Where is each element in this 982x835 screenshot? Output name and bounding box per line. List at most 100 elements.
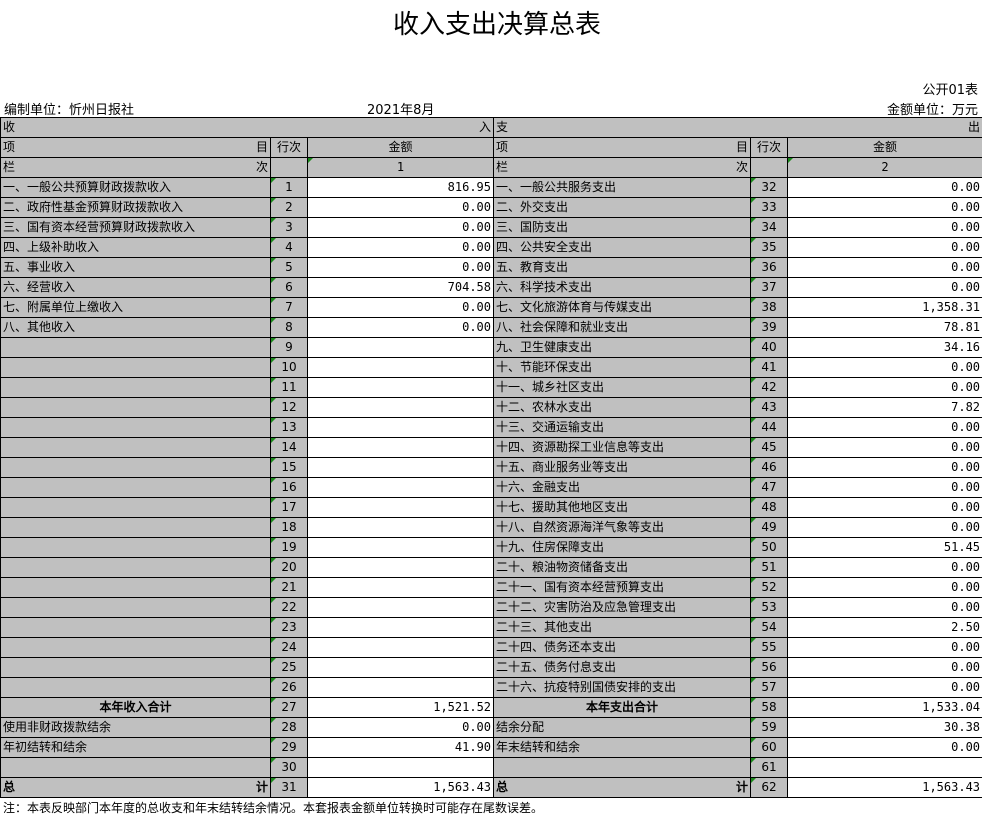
- amount-cell[interactable]: 0.00: [787, 277, 982, 298]
- amount-cell[interactable]: 0.00: [787, 497, 982, 518]
- table-row: 13 十三、交通运输支出 44 0.00: [0, 417, 982, 438]
- table-row: 19 十九、住房保障支出 50 51.45: [0, 537, 982, 558]
- item-label: [0, 457, 271, 478]
- table-row: 16 十六、金融支出 47 0.00: [0, 477, 982, 498]
- amount-cell[interactable]: 0.00: [787, 377, 982, 398]
- amount-cell[interactable]: [306, 557, 495, 578]
- item-label: 二十四、债务还本支出: [493, 637, 752, 658]
- row-number: 3: [270, 217, 308, 238]
- item-label: 十三、交通运输支出: [493, 417, 752, 438]
- amount-cell[interactable]: [787, 757, 982, 778]
- amount-cell[interactable]: [306, 437, 495, 458]
- amount-cell[interactable]: [306, 337, 495, 358]
- amount-cell[interactable]: 0.00: [787, 637, 982, 658]
- row-number: 8: [270, 317, 308, 338]
- amount-cell[interactable]: 0.00: [787, 217, 982, 238]
- amount-cell[interactable]: [306, 577, 495, 598]
- amount-cell[interactable]: 1,533.04: [787, 697, 982, 718]
- item-header: 项目: [0, 137, 271, 158]
- amount-cell[interactable]: [306, 457, 495, 478]
- item-label-left: 项: [496, 140, 509, 154]
- amount-cell[interactable]: [306, 757, 495, 778]
- amount-cell[interactable]: 0.00: [787, 557, 982, 578]
- row-number: 62: [750, 777, 789, 798]
- amount-cell[interactable]: 0.00: [787, 257, 982, 278]
- amount-cell[interactable]: [306, 397, 495, 418]
- amount-cell[interactable]: 704.58: [306, 277, 495, 298]
- item-label: 十七、援助其他地区支出: [493, 497, 752, 518]
- amount-cell[interactable]: 0.00: [787, 417, 982, 438]
- amount-cell[interactable]: 0.00: [787, 577, 982, 598]
- item-label: 十八、自然资源海洋气象等支出: [493, 517, 752, 538]
- item-label-right: 目: [255, 140, 268, 154]
- amount-cell[interactable]: 0.00: [306, 717, 495, 738]
- amount-cell[interactable]: [306, 377, 495, 398]
- amount-cell[interactable]: 0.00: [787, 677, 982, 698]
- row-number: 51: [750, 557, 789, 578]
- amount-cell[interactable]: 0.00: [306, 237, 495, 258]
- item-label: 使用非财政拨款结余: [0, 717, 271, 738]
- item-label: [0, 357, 271, 378]
- amount-cell[interactable]: [306, 417, 495, 438]
- amount-cell[interactable]: [306, 357, 495, 378]
- amount-cell[interactable]: 0.00: [306, 297, 495, 318]
- row-number: 45: [750, 437, 789, 458]
- col-label-left: 栏: [496, 160, 509, 174]
- table-row: 六、经营收入 6 704.58 六、科学技术支出 37 0.00: [0, 277, 982, 298]
- amount-cell[interactable]: 0.00: [787, 517, 982, 538]
- amount-cell[interactable]: [306, 617, 495, 638]
- column-index-row: 栏次 1 栏次 2: [0, 157, 982, 178]
- income-label-right: 入: [479, 120, 492, 134]
- amount-cell[interactable]: 0.00: [306, 197, 495, 218]
- row-number: 20: [270, 557, 308, 578]
- amount-cell[interactable]: [306, 537, 495, 558]
- amount-cell[interactable]: 34.16: [787, 337, 982, 358]
- amount-cell[interactable]: 0.00: [787, 237, 982, 258]
- amount-cell[interactable]: 2.50: [787, 617, 982, 638]
- amount-header: 金额: [787, 137, 982, 158]
- subtotal-label: 本年支出合计: [493, 697, 752, 718]
- amount-cell[interactable]: [306, 677, 495, 698]
- column-index-1: 1: [306, 157, 495, 178]
- amount-cell[interactable]: 41.90: [306, 737, 495, 758]
- row-number: 1: [270, 177, 308, 198]
- section-header-row: 收入 支出: [0, 117, 982, 138]
- amount-cell[interactable]: 0.00: [787, 477, 982, 498]
- amount-cell[interactable]: [306, 637, 495, 658]
- expense-label-right: 出: [968, 120, 981, 134]
- amount-cell[interactable]: [306, 477, 495, 498]
- amount-cell[interactable]: 1,358.31: [787, 297, 982, 318]
- amount-cell[interactable]: 7.82: [787, 397, 982, 418]
- expense-label-left: 支: [496, 120, 509, 134]
- amount-cell[interactable]: [306, 497, 495, 518]
- amount-cell[interactable]: 0.00: [787, 177, 982, 198]
- column-index-label: 栏次: [0, 157, 271, 178]
- amount-cell[interactable]: [306, 597, 495, 618]
- amount-cell[interactable]: 0.00: [787, 357, 982, 378]
- amount-cell[interactable]: 0.00: [787, 597, 982, 618]
- amount-cell[interactable]: [306, 657, 495, 678]
- amount-cell[interactable]: [306, 517, 495, 538]
- amount-cell[interactable]: 0.00: [306, 317, 495, 338]
- amount-cell[interactable]: 0.00: [787, 197, 982, 218]
- amount-cell[interactable]: 78.81: [787, 317, 982, 338]
- item-label: 二、政府性基金预算财政拨款收入: [0, 197, 271, 218]
- table-row: 11 十一、城乡社区支出 42 0.00: [0, 377, 982, 398]
- amount-cell[interactable]: 1,563.43: [306, 777, 495, 798]
- row-number: 21: [270, 577, 308, 598]
- row-number: 27: [270, 697, 308, 718]
- amount-cell[interactable]: 0.00: [306, 257, 495, 278]
- amount-cell[interactable]: 0.00: [787, 737, 982, 758]
- amount-cell[interactable]: 30.38: [787, 717, 982, 738]
- amount-cell[interactable]: 0.00: [787, 437, 982, 458]
- amount-cell[interactable]: 0.00: [306, 217, 495, 238]
- amount-cell[interactable]: 1,521.52: [306, 697, 495, 718]
- row-number: 50: [750, 537, 789, 558]
- amount-cell[interactable]: 0.00: [787, 657, 982, 678]
- amount-cell[interactable]: 1,563.43: [787, 777, 982, 798]
- amount-cell[interactable]: 816.95: [306, 177, 495, 198]
- table-row: 本年收入合计 27 1,521.52 本年支出合计 58 1,533.04: [0, 697, 982, 718]
- amount-cell[interactable]: 51.45: [787, 537, 982, 558]
- item-label: 二十一、国有资本经营预算支出: [493, 577, 752, 598]
- amount-cell[interactable]: 0.00: [787, 457, 982, 478]
